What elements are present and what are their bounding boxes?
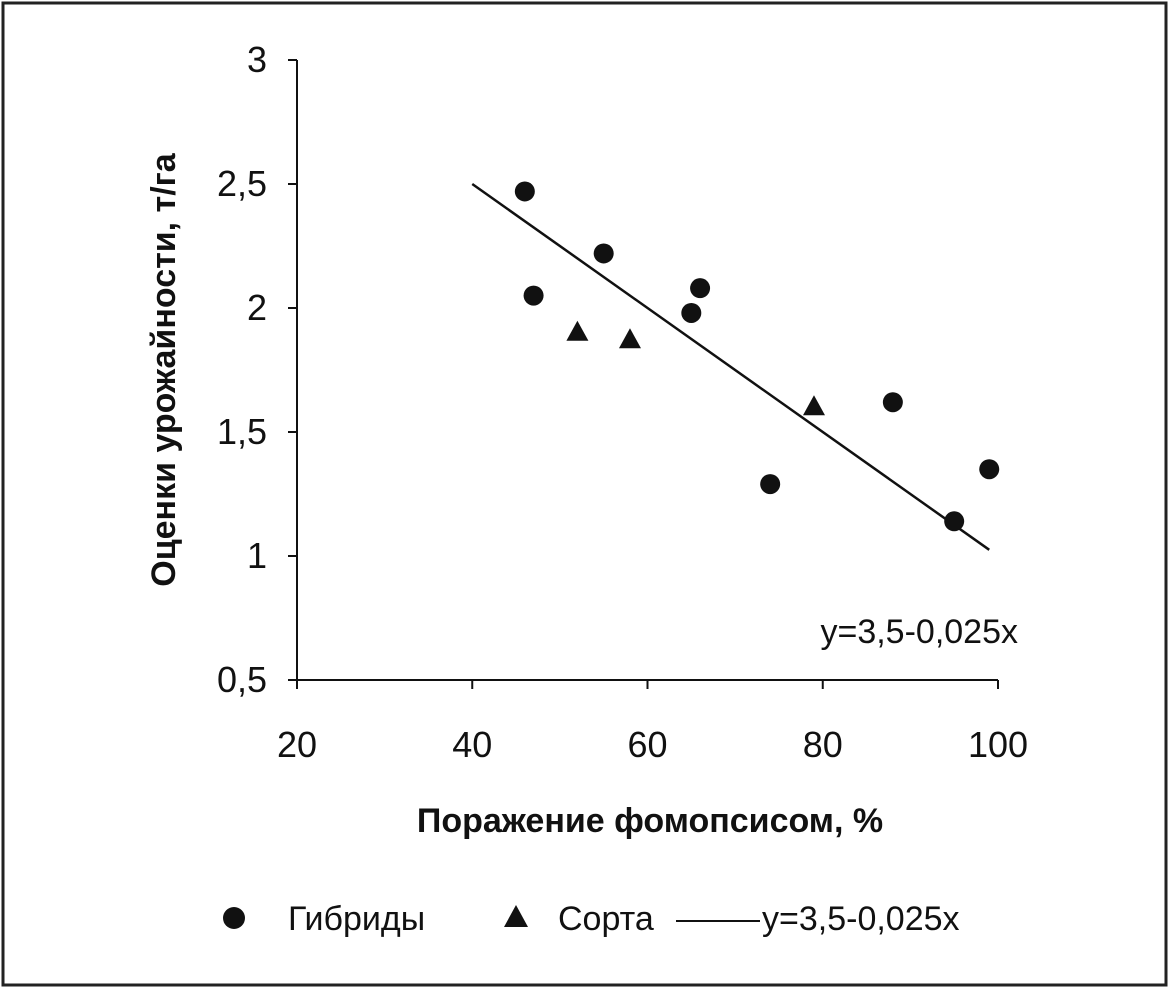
y-tick-label: 1,5: [217, 411, 267, 452]
legend: Гибриды Сорта y=3,5-0,025x: [223, 900, 960, 938]
data-point-variety: [566, 320, 589, 341]
x-axis-title: Поражение фомопсисом, %: [417, 802, 883, 840]
x-tick-label: 60: [627, 724, 667, 765]
legend-marker-varieties: [504, 905, 528, 927]
x-tick-label: 20: [277, 724, 317, 765]
legend-label-hybrids: Гибриды: [288, 900, 425, 938]
data-point-hybrid: [523, 285, 544, 306]
data-point-hybrid: [593, 243, 614, 264]
y-tick-label: 0,5: [217, 659, 267, 700]
x-tick-label: 100: [968, 724, 1028, 765]
x-tick-label: 40: [452, 724, 492, 765]
legend-label-trendline: y=3,5-0,025x: [762, 900, 960, 938]
trendline-layer: [471, 182, 990, 551]
data-point-hybrid: [514, 181, 535, 202]
data-point-hybrid: [882, 392, 903, 413]
x-ticks: 20 40 60 80 100: [277, 680, 1028, 765]
data-point-variety: [618, 328, 641, 349]
y-tick-label: 3: [247, 39, 267, 80]
x-tick-label: 80: [803, 724, 843, 765]
y-tick-label: 2,5: [217, 163, 267, 204]
points-layer: [514, 181, 1000, 532]
trendline: [471, 182, 990, 551]
legend-label-varieties: Сорта: [558, 900, 654, 938]
data-point-hybrid: [760, 474, 781, 495]
y-tick-label: 1: [247, 535, 267, 576]
data-point-hybrid: [681, 302, 702, 323]
data-point-variety: [802, 395, 825, 416]
y-tick-label: 2: [247, 287, 267, 328]
data-point-hybrid: [979, 459, 1000, 480]
data-point-hybrid: [690, 278, 711, 299]
y-axis-title: Оценки урожайности, т/га: [145, 152, 183, 587]
data-point-hybrid: [944, 511, 965, 532]
y-ticks: 0,5 1 1,5 2 2,5 3: [217, 39, 297, 700]
legend-marker-hybrids: [223, 907, 245, 929]
equation-annotation: y=3,5-0,025x: [820, 613, 1018, 651]
